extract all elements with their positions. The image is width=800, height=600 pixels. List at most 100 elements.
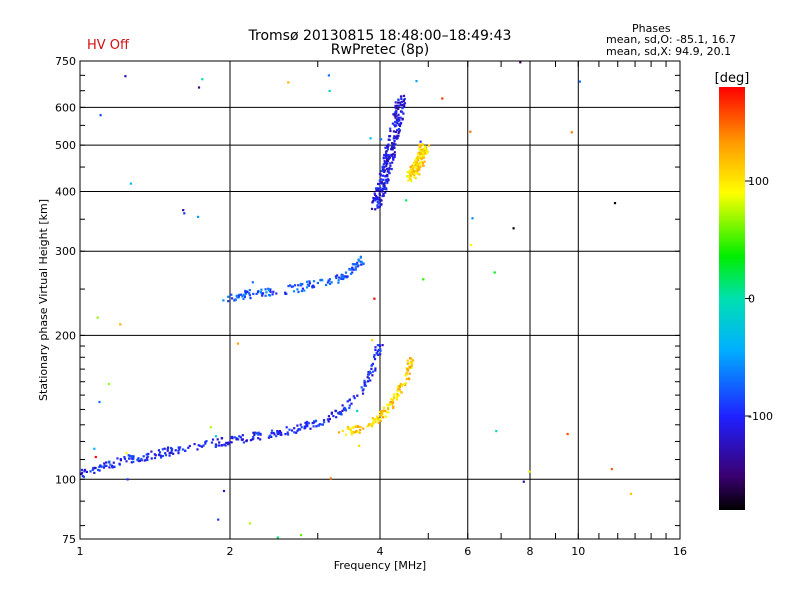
data-point xyxy=(233,299,236,302)
data-point xyxy=(393,140,396,143)
data-point xyxy=(385,164,388,167)
data-point xyxy=(147,452,150,455)
data-point xyxy=(267,289,270,292)
data-point xyxy=(108,466,111,469)
data-point xyxy=(383,185,386,188)
noise-point xyxy=(422,278,425,281)
data-point xyxy=(249,439,252,442)
data-point xyxy=(382,167,385,170)
data-point xyxy=(394,124,398,127)
data-point xyxy=(367,373,370,376)
data-point xyxy=(409,165,412,169)
data-point xyxy=(392,137,395,140)
data-point xyxy=(416,156,419,159)
data-point xyxy=(81,475,84,478)
data-point xyxy=(145,453,148,456)
data-point xyxy=(381,195,384,198)
data-point xyxy=(390,398,393,401)
noise-point xyxy=(566,432,569,436)
data-point xyxy=(407,179,410,182)
data-point xyxy=(375,195,378,198)
noise-point xyxy=(493,271,496,274)
data-point xyxy=(353,397,356,400)
data-point xyxy=(387,179,390,182)
data-point xyxy=(416,152,420,156)
data-point xyxy=(416,165,419,168)
phases-title: Phases xyxy=(632,22,671,35)
data-point xyxy=(423,160,426,163)
data-point xyxy=(196,448,199,451)
data-point xyxy=(408,176,411,179)
data-point xyxy=(230,436,233,439)
data-point xyxy=(378,410,381,414)
data-point xyxy=(385,154,388,157)
data-point xyxy=(290,429,294,432)
data-point xyxy=(382,194,385,197)
data-point xyxy=(230,293,233,296)
data-point xyxy=(392,399,395,402)
data-point xyxy=(398,388,401,391)
data-point xyxy=(328,278,331,281)
data-point xyxy=(233,436,236,439)
data-point xyxy=(367,380,370,383)
data-point xyxy=(398,124,402,128)
data-point xyxy=(378,179,381,182)
data-point xyxy=(231,297,234,300)
data-point xyxy=(137,459,140,463)
data-point xyxy=(361,392,365,395)
data-point xyxy=(289,284,292,287)
series-4 xyxy=(406,143,431,182)
data-point xyxy=(388,154,391,157)
data-point xyxy=(405,373,408,376)
colorbar-label: [deg] xyxy=(715,71,750,86)
noise-point xyxy=(522,480,525,483)
data-point xyxy=(392,145,396,148)
data-point xyxy=(204,442,207,445)
data-point xyxy=(284,291,287,294)
data-point xyxy=(98,465,101,469)
data-point xyxy=(402,112,405,115)
data-point xyxy=(385,162,388,166)
data-point xyxy=(161,454,164,458)
data-point xyxy=(257,437,260,440)
data-point xyxy=(312,284,315,287)
data-point xyxy=(166,449,169,452)
data-point xyxy=(160,456,163,459)
y-tick-label: 75 xyxy=(62,533,76,546)
data-point xyxy=(178,448,181,451)
data-point xyxy=(379,419,382,422)
data-point xyxy=(237,294,240,298)
data-point xyxy=(244,291,247,294)
data-point xyxy=(252,431,255,434)
data-point xyxy=(348,404,351,407)
data-point xyxy=(396,104,399,107)
data-point xyxy=(218,444,221,447)
data-point xyxy=(377,353,380,356)
data-point xyxy=(370,425,374,428)
data-point xyxy=(318,423,321,426)
phases-o-stats: mean, sd,O: -85.1, 16.7 xyxy=(606,33,737,46)
data-point xyxy=(334,275,337,278)
noise-point xyxy=(125,452,128,455)
data-point xyxy=(374,198,377,201)
data-point xyxy=(366,376,369,379)
data-point xyxy=(172,452,175,455)
x-tick-label: 2 xyxy=(227,545,234,558)
data-point xyxy=(385,187,388,190)
data-point xyxy=(340,277,343,280)
data-point xyxy=(216,438,219,441)
data-point xyxy=(379,349,382,353)
data-point xyxy=(401,100,404,103)
data-point xyxy=(295,431,298,434)
data-point xyxy=(107,461,110,464)
data-point xyxy=(399,103,402,106)
data-point xyxy=(161,448,164,451)
data-point xyxy=(270,429,274,432)
noise-point xyxy=(201,78,204,81)
data-point xyxy=(248,289,251,292)
data-point xyxy=(400,104,404,107)
data-point xyxy=(417,166,420,169)
data-point xyxy=(157,449,160,452)
data-point xyxy=(245,290,248,293)
data-point xyxy=(350,268,353,271)
